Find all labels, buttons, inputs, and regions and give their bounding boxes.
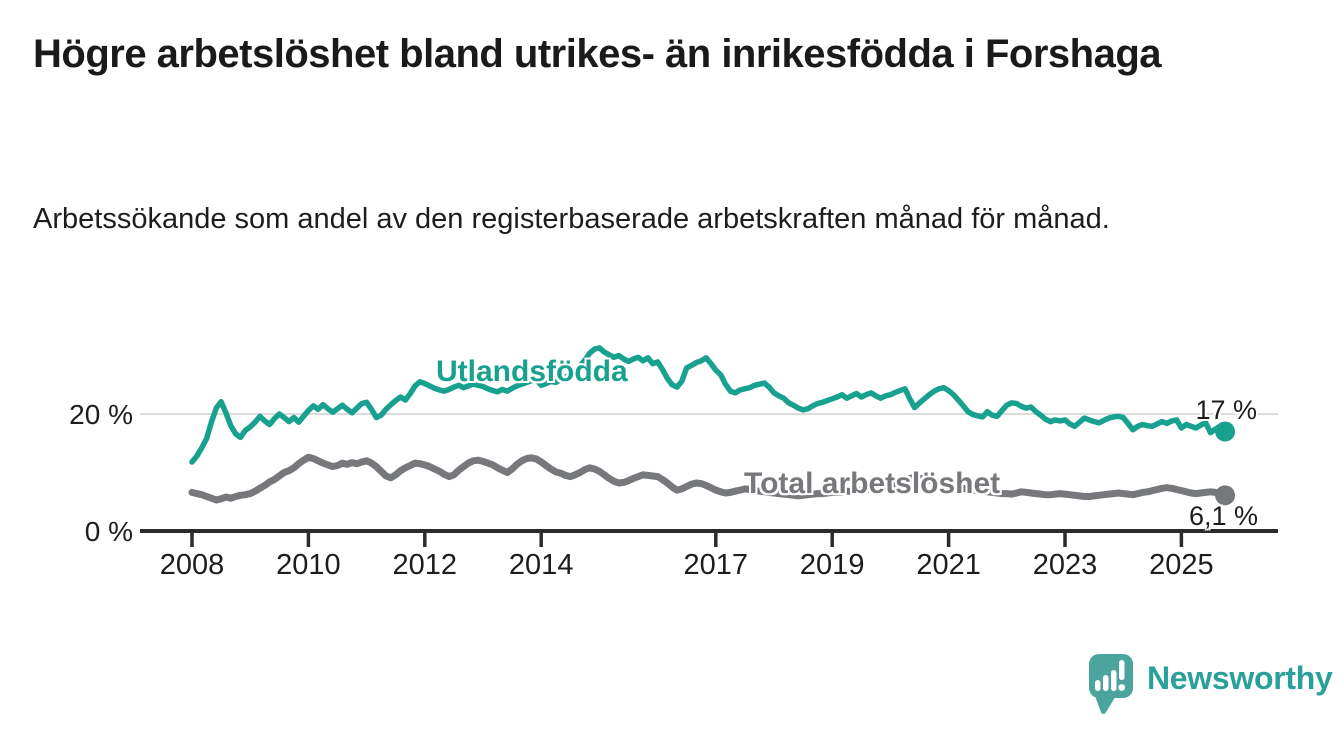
end-value-label-total: 6,1 % xyxy=(1188,501,1258,531)
series-line-0 xyxy=(189,345,1228,465)
series-label-utlandsfodda: Utlandsfödda xyxy=(436,355,628,388)
series-end-dot-1 xyxy=(1215,485,1236,506)
y-axis-label-0: 0 % xyxy=(84,516,133,547)
page-title: Högre arbetslöshet bland utrikes- än inr… xyxy=(33,32,1162,76)
series-end-dot-0 xyxy=(1215,421,1236,442)
x-tick-label-2014: 2014 xyxy=(508,549,574,581)
x-tick-label-2019: 2019 xyxy=(799,549,865,581)
x-tick-label-2010: 2010 xyxy=(276,549,341,581)
series-label-total-arbetsloshet: Total arbetslöshet xyxy=(744,467,1001,500)
newsworthy-logo-text: Newsworthy xyxy=(1147,660,1333,696)
x-tick-label-2025: 2025 xyxy=(1149,549,1214,581)
y-axis-label-20: 20 % xyxy=(69,399,133,430)
chart-subtitle: Arbetssökande som andel av den registerb… xyxy=(33,203,1110,235)
newsworthy-logo-icon xyxy=(1089,654,1133,714)
x-tick-label-2023: 2023 xyxy=(1032,549,1098,581)
x-tick-label-2012: 2012 xyxy=(392,549,458,581)
x-tick-label-2017: 2017 xyxy=(683,549,749,581)
newsworthy-logo: Newsworthy xyxy=(1088,653,1333,715)
end-value-label-utlandsfodda: 17 % xyxy=(1195,395,1257,425)
x-tick-label-2008: 2008 xyxy=(159,549,225,581)
series-line-1 xyxy=(188,453,1229,504)
x-tick-label-2021: 2021 xyxy=(916,549,981,581)
